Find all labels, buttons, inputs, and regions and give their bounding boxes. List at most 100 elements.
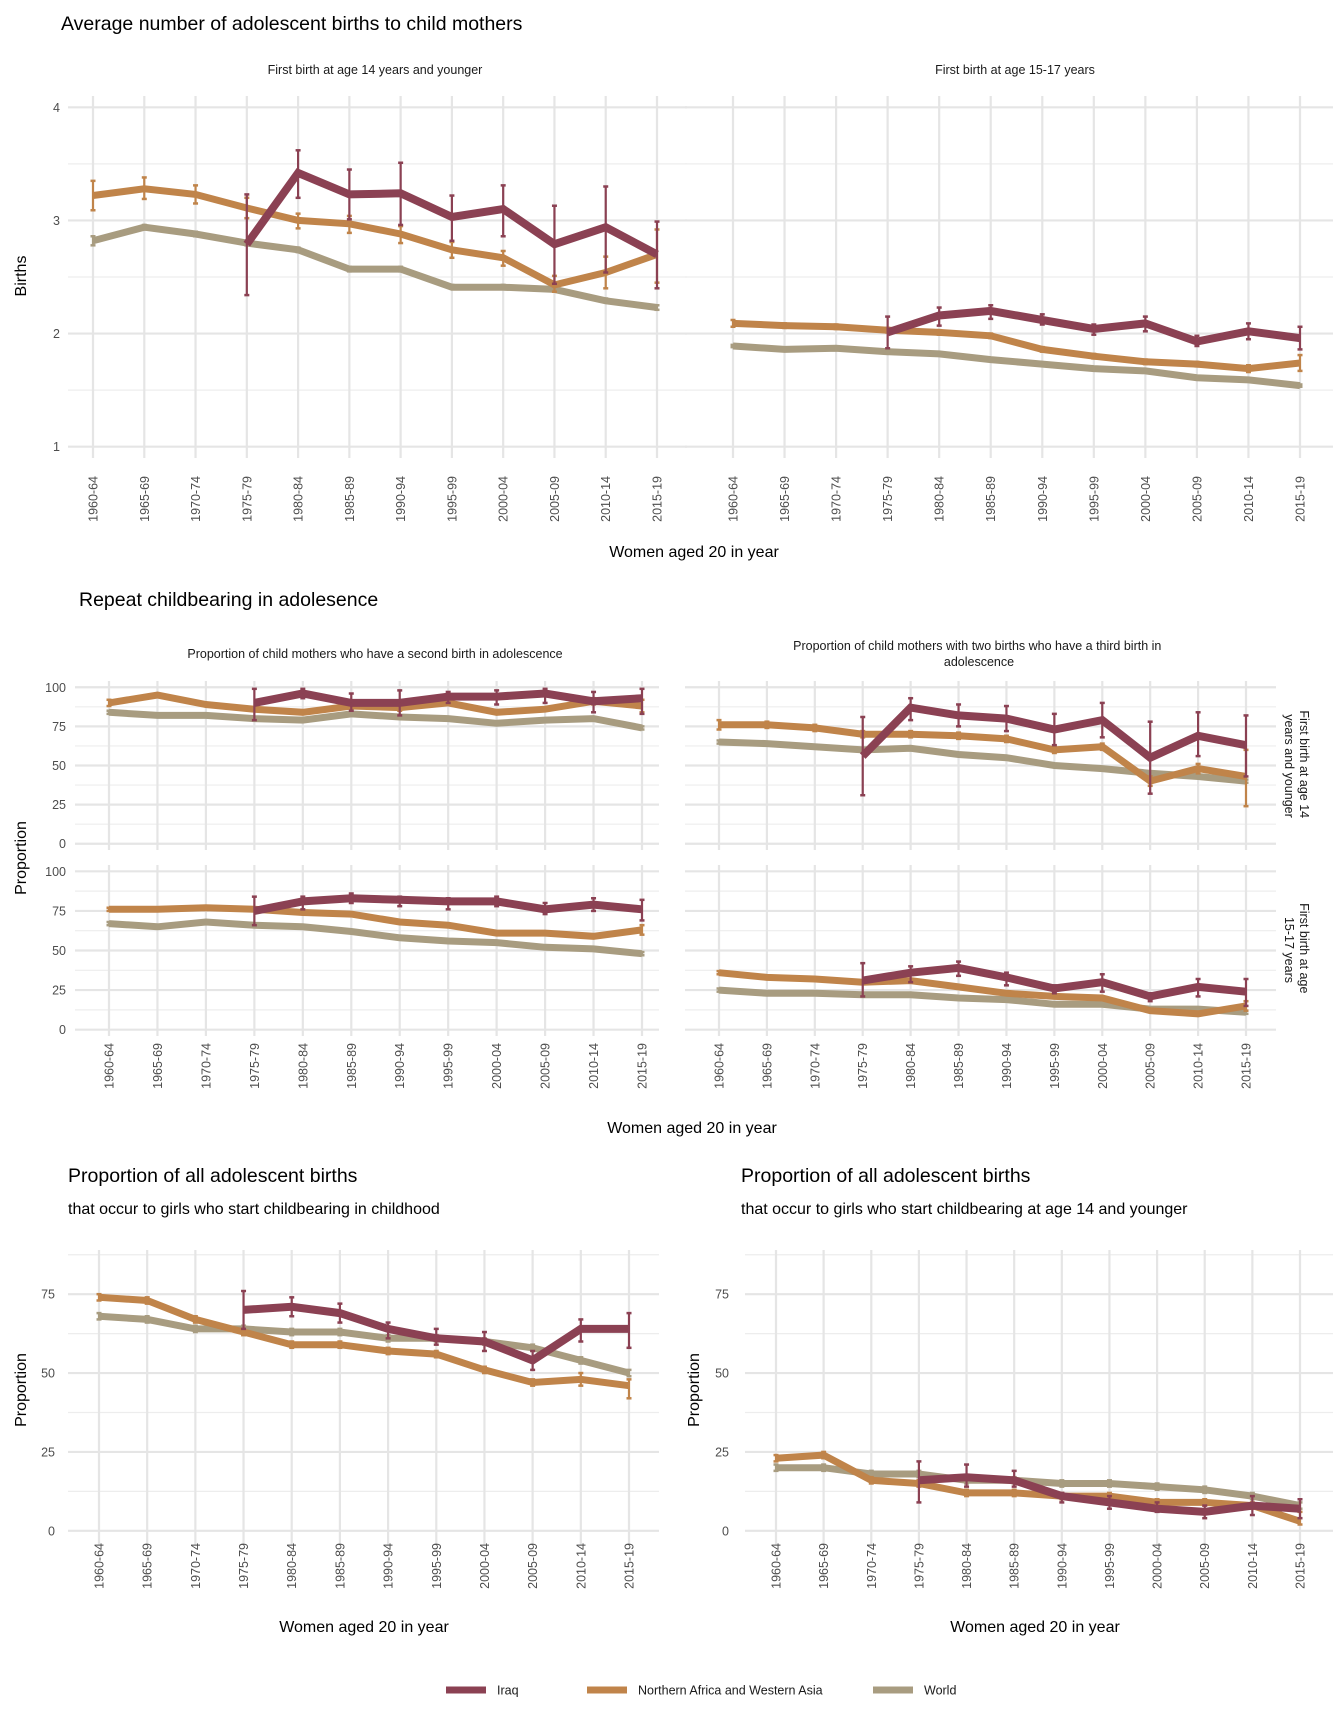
data-point (1247, 379, 1249, 381)
data-point (775, 1457, 777, 1459)
error-bar (244, 193, 250, 297)
x-tick-label: 2010-14 (1246, 1543, 1260, 1589)
data-point (938, 353, 940, 355)
data-point (766, 992, 768, 994)
row-strip-15-17: First birth at age 15-17 years (1282, 903, 1311, 997)
data-point (348, 193, 350, 195)
panel-births-15-17: 1960-64 1965-69 1970-74 1975-79 1980-84 1985-… (685, 96, 1333, 522)
data-point (1204, 1511, 1206, 1513)
data-point (718, 724, 720, 726)
y-tick-label: 25 (52, 798, 66, 812)
x-tick-label: 1960-64 (87, 476, 101, 522)
data-point (496, 900, 498, 902)
series-line-world (732, 342, 1301, 390)
data-point (205, 907, 207, 909)
data-point (146, 1299, 148, 1301)
data-point (823, 1454, 825, 1456)
data-point (1013, 1492, 1015, 1494)
data-point (593, 700, 595, 702)
y-tick-label: 25 (52, 984, 66, 998)
series-northern-africa-and-western-asia (730, 318, 1303, 374)
data-point (718, 972, 720, 974)
x-tick-label: 1995-99 (442, 1043, 456, 1089)
data-point (1041, 363, 1043, 365)
data-point (766, 724, 768, 726)
x-tick-label: 2000-04 (497, 476, 511, 522)
data-point (870, 1473, 872, 1475)
x-tick-label: 2005-09 (539, 1043, 553, 1089)
data-point (1299, 1508, 1301, 1510)
data-point (1101, 1003, 1103, 1005)
x-tick-label: 1980-84 (933, 476, 947, 522)
data-point (656, 307, 658, 309)
data-point (593, 718, 595, 720)
data-point (1204, 1489, 1206, 1491)
data-point (544, 693, 546, 695)
data-point (532, 1382, 534, 1384)
data-point (1101, 997, 1103, 999)
data-point (297, 172, 299, 174)
data-point (628, 1385, 630, 1387)
x-tick-label: 2000-04 (478, 1543, 492, 1589)
data-point (718, 741, 720, 743)
data-point (1093, 368, 1095, 370)
data-point (447, 940, 449, 942)
data-point (628, 1372, 630, 1374)
data-point (108, 711, 110, 713)
data-point (1053, 995, 1055, 997)
gridlines (68, 1250, 659, 1545)
data-point (143, 188, 145, 190)
data-point (823, 1467, 825, 1469)
row-strip-14: First birth at age 14 years and younger (1282, 710, 1311, 821)
data-point (246, 243, 248, 245)
data-point (532, 1359, 534, 1361)
gridlines (685, 681, 1276, 850)
data-point (339, 1331, 341, 1333)
y-tick-label: 50 (52, 944, 66, 958)
x-tick-label: 1985-89 (1008, 1543, 1022, 1589)
data-point (435, 1353, 437, 1355)
data-point (1101, 746, 1103, 748)
data-point (641, 953, 643, 955)
x-tick-label: 1970-74 (199, 1043, 213, 1089)
data-point (502, 286, 504, 288)
data-point (870, 1479, 872, 1481)
data-point (195, 233, 197, 235)
panel-second-birth-14: 0 25 50 75 100 (45, 681, 659, 851)
x-tick-label: 1985-89 (984, 476, 998, 522)
data-point (1247, 368, 1249, 370)
data-point (605, 226, 607, 228)
series-line-northern-africa-and-western-asia (92, 185, 659, 289)
data-point (1251, 1505, 1253, 1507)
share-14-title: Proportion of all adolescent births (741, 1165, 1031, 1187)
data-point (835, 326, 837, 328)
data-point (156, 714, 158, 716)
data-point (958, 997, 960, 999)
share-14-subtitle: that occur to girls who start childbeari… (741, 1201, 1188, 1218)
x-tick-label: 1990-94 (1055, 1543, 1069, 1589)
x-tick-label: 2010-14 (1192, 1043, 1206, 1089)
series-iraq (885, 304, 1303, 351)
y-tick-label: 0 (722, 1524, 729, 1538)
y-tick-label: 50 (715, 1367, 729, 1381)
data-point (835, 347, 837, 349)
x-axis-title-section-2: Women aged 20 in year (607, 1120, 777, 1137)
panel-share-14: 0 25 50 75 1960-64 1965-69 1970-74 1975-79 1980-… (715, 1250, 1333, 1589)
data-point (348, 223, 350, 225)
data-point (1196, 377, 1198, 379)
section-1-title: Average number of adolescent births to c… (61, 13, 523, 35)
row-strip-15-17-line1: First birth at age (1297, 903, 1311, 993)
data-point (387, 1350, 389, 1352)
panel-share-childhood: 0 25 50 75 1960-64 1965-69 1970-74 1975-79 1980-… (41, 1250, 659, 1589)
data-point (302, 719, 304, 721)
data-point (1156, 1508, 1158, 1510)
y-axis-title-share-14: Proportion (686, 1353, 703, 1427)
series-iraq (860, 960, 1249, 1008)
data-point (958, 754, 960, 756)
x-tick-label: 1980-84 (285, 1543, 299, 1589)
series-line-northern-africa-and-western-asia (718, 969, 1247, 1018)
data-point (1101, 719, 1103, 721)
series-northern-africa-and-western-asia (96, 1292, 632, 1400)
data-point (350, 702, 352, 704)
y-tick-label: 75 (52, 720, 66, 734)
